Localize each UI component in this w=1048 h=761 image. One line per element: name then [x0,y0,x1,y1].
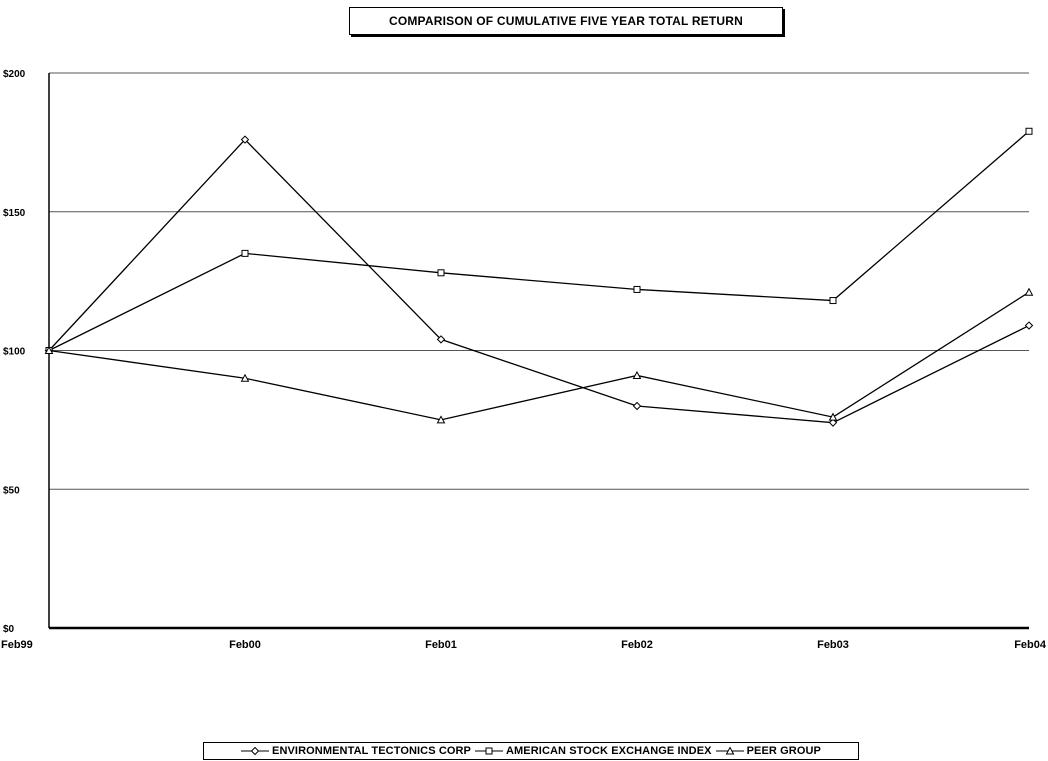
x-tick-label: Feb03 [817,639,849,651]
chart-title: COMPARISON OF CUMULATIVE FIVE YEAR TOTAL… [349,7,783,35]
data-point-diamond [828,418,838,427]
data-point-square [437,269,445,277]
legend-label-series-2: AMERICAN STOCK EXCHANGE INDEX [506,745,712,757]
x-tick-label: Feb99 [1,639,33,651]
data-point-triangle [436,415,446,424]
y-tick-label: $50 [3,485,20,496]
y-tick-labels: $0 $50 $100 $150 $200 [3,69,26,635]
x-tick-labels: Feb99 Feb00 Feb01 Feb02 Feb03 Feb04 [1,639,1047,651]
y-tick-label: $150 [3,208,26,219]
data-point-triangle [1024,287,1034,296]
series-line [48,138,1030,424]
series-line [48,291,1030,421]
gridlines [49,72,1029,490]
legend-square-marker-icon [475,747,503,755]
data-point-triangle [44,345,54,354]
legend-item-series-3: PEER GROUP [715,745,821,757]
data-point-triangle [632,370,642,379]
legend-label-series-1: ENVIRONMENTAL TECTONICS CORP [272,745,471,757]
data-point-diamond [436,335,446,344]
data-point-diamond [240,135,250,144]
legend-item-series-1: ENVIRONMENTAL TECTONICS CORP [241,745,471,757]
data-point-diamond [632,401,642,411]
data-point-triangle [828,412,838,421]
line-chart: $0$50$100$150$200 Feb99 Feb00 Feb01 Feb02 Fe… [1,69,1047,651]
x-tick-label: Feb02 [621,639,653,651]
legend-label-series-3: PEER GROUP [746,745,821,757]
y-tick-label: $200 [3,69,26,80]
legend-item-series-2: AMERICAN STOCK EXCHANGE INDEX [475,745,712,757]
series-2 [45,127,1033,354]
data-point-square [633,285,641,293]
series-lines [44,127,1034,427]
x-tick-label: Feb00 [229,639,261,651]
y-tick-label: $0 [3,624,15,635]
data-point-diamond [1024,321,1034,330]
data-point-square [1025,127,1033,135]
x-tick-label: Feb04 [1014,639,1047,651]
series-line [48,130,1030,352]
x-tick-label: Feb01 [425,639,457,651]
y-tick-label: $100 [3,347,26,358]
data-point-square [241,249,249,257]
data-point-square [829,297,837,305]
legend-diamond-marker-icon [241,746,270,756]
series-3 [44,287,1034,424]
legend: ENVIRONMENTAL TECTONICS CORP AMERICAN ST… [203,742,859,760]
legend-triangle-marker-icon [715,746,744,755]
data-point-triangle [240,373,250,382]
